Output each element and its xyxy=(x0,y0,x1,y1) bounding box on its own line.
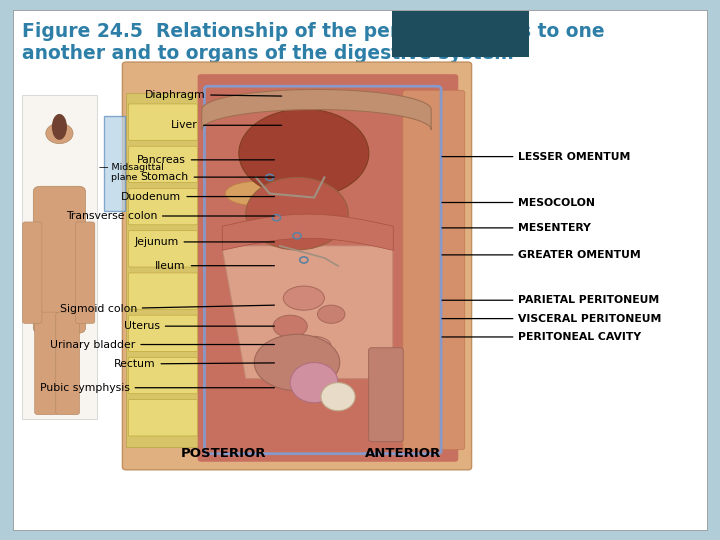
Text: Rectum: Rectum xyxy=(114,359,274,369)
Ellipse shape xyxy=(225,181,287,206)
Ellipse shape xyxy=(273,315,307,338)
FancyBboxPatch shape xyxy=(104,116,125,211)
FancyBboxPatch shape xyxy=(55,312,80,415)
Ellipse shape xyxy=(297,336,331,356)
FancyBboxPatch shape xyxy=(33,186,86,333)
Circle shape xyxy=(46,123,73,144)
FancyBboxPatch shape xyxy=(128,273,197,309)
Polygon shape xyxy=(222,246,393,379)
Ellipse shape xyxy=(239,109,369,198)
Text: Sigmoid colon: Sigmoid colon xyxy=(60,304,274,314)
Text: — Midsagittal
    plane: — Midsagittal plane xyxy=(99,163,164,183)
FancyBboxPatch shape xyxy=(35,312,58,415)
FancyBboxPatch shape xyxy=(76,222,95,323)
Text: Figure 24.5  Relationship of the peritoneal folds to one
another and to organs o: Figure 24.5 Relationship of the peritone… xyxy=(22,22,604,63)
Text: GREATER OMENTUM: GREATER OMENTUM xyxy=(442,250,641,260)
Text: Stomach: Stomach xyxy=(140,172,274,182)
Text: Pubic symphysis: Pubic symphysis xyxy=(40,383,274,393)
Text: Uterus: Uterus xyxy=(124,321,274,331)
FancyBboxPatch shape xyxy=(126,93,201,447)
Text: POSTERIOR: POSTERIOR xyxy=(181,447,266,460)
Ellipse shape xyxy=(52,114,67,140)
FancyBboxPatch shape xyxy=(403,90,465,450)
Text: Duodenum: Duodenum xyxy=(121,192,274,201)
Text: Liver: Liver xyxy=(171,120,282,130)
FancyBboxPatch shape xyxy=(197,74,458,462)
FancyBboxPatch shape xyxy=(128,231,197,267)
Ellipse shape xyxy=(284,286,324,310)
Text: Ileum: Ileum xyxy=(156,261,274,271)
Text: Pancreas: Pancreas xyxy=(137,155,274,165)
FancyBboxPatch shape xyxy=(128,146,197,183)
FancyBboxPatch shape xyxy=(128,400,197,436)
FancyBboxPatch shape xyxy=(128,104,197,140)
Text: PERITONEAL CAVITY: PERITONEAL CAVITY xyxy=(442,332,642,342)
Ellipse shape xyxy=(318,305,345,323)
FancyBboxPatch shape xyxy=(369,348,403,442)
Text: Jejunum: Jejunum xyxy=(135,237,274,247)
Ellipse shape xyxy=(290,362,338,403)
Text: LESSER OMENTUM: LESSER OMENTUM xyxy=(442,152,631,161)
FancyBboxPatch shape xyxy=(122,62,472,470)
FancyBboxPatch shape xyxy=(22,222,42,323)
FancyBboxPatch shape xyxy=(22,94,97,419)
Text: Diaphragm: Diaphragm xyxy=(145,90,282,99)
FancyBboxPatch shape xyxy=(128,357,197,394)
Text: MESENTERY: MESENTERY xyxy=(442,223,591,233)
Ellipse shape xyxy=(246,178,348,250)
FancyBboxPatch shape xyxy=(128,188,197,225)
Text: ANTERIOR: ANTERIOR xyxy=(365,447,441,460)
Text: Transverse colon: Transverse colon xyxy=(66,211,274,221)
Text: Urinary bladder: Urinary bladder xyxy=(50,340,274,349)
FancyBboxPatch shape xyxy=(128,315,197,352)
Ellipse shape xyxy=(321,383,355,411)
Text: PARIETAL PERITONEUM: PARIETAL PERITONEUM xyxy=(442,295,660,305)
Text: MESOCOLON: MESOCOLON xyxy=(442,198,595,207)
Ellipse shape xyxy=(254,334,340,390)
Text: VISCERAL PERITONEUM: VISCERAL PERITONEUM xyxy=(442,314,662,323)
